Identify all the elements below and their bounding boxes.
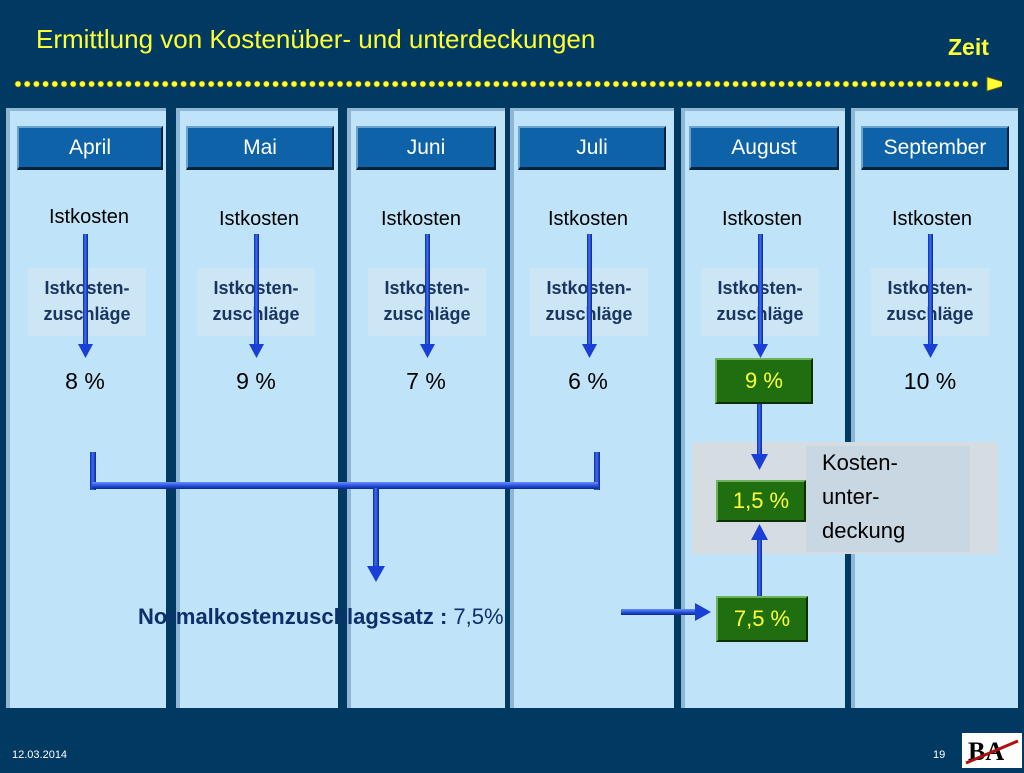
rate-august-box: 9 % (715, 358, 813, 404)
normal-rate-text: Normalkostenzuschlagssatz : 7,5% (138, 604, 504, 630)
rate-mai: 9 % (216, 368, 296, 395)
average-bracket (90, 452, 600, 582)
rate-juli: 6 % (548, 368, 628, 395)
rate-juni: 7 % (386, 368, 466, 395)
footer-date: 12.03.2014 (12, 749, 67, 761)
august-to-difference-arrow (751, 404, 768, 470)
istkosten-arrow-april (78, 234, 93, 358)
rate-september: 10 % (890, 368, 970, 395)
ba-logo: BA (962, 733, 1022, 768)
istkosten-arrow-september (923, 234, 938, 358)
istkosten-arrow-juni (420, 234, 435, 358)
page-number: 19 (933, 749, 945, 761)
normal-rate-arrow (621, 603, 711, 621)
istkosten-arrow-mai (249, 234, 264, 358)
ba-logo-text: BA (968, 737, 1004, 766)
istkosten-arrow-juli (582, 234, 597, 358)
rate-april: 8 % (45, 368, 125, 395)
normal-rate-label: Normalkostenzuschlagssatz : (138, 604, 447, 629)
istkosten-arrow-august (753, 234, 768, 358)
normal-rate-box: 7,5 % (716, 596, 808, 642)
normal-rate-value: 7,5% (447, 604, 503, 629)
unterdeckung-value-box: 1,5 % (716, 480, 806, 522)
normal-to-difference-arrow (751, 524, 768, 596)
ba-logo-icon: BA (962, 733, 1022, 768)
